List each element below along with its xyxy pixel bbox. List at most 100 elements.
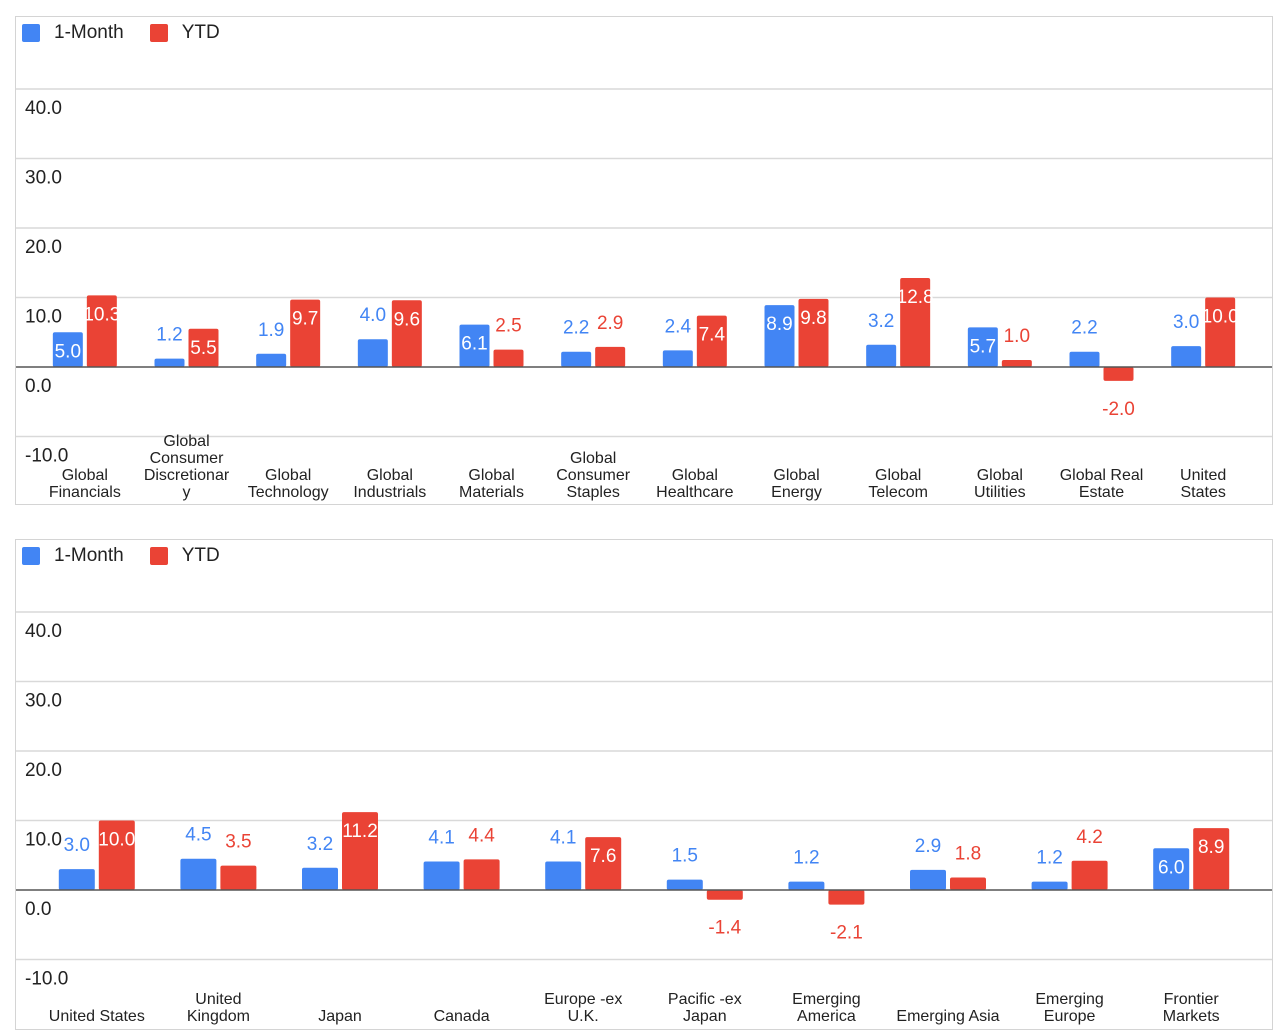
- category-label: United States: [49, 1008, 145, 1025]
- data-label-1-month: 3.0: [64, 835, 90, 856]
- bar-ytd: [950, 877, 986, 890]
- y-tick-label: 10.0: [25, 307, 62, 328]
- data-label-ytd: 12.8: [897, 287, 934, 308]
- data-label-ytd: -1.4: [708, 918, 741, 939]
- category-label: Industrials: [353, 484, 426, 501]
- legend-swatch-ytd: [149, 547, 168, 565]
- category-label: y: [183, 484, 191, 501]
- category-label: Global: [62, 467, 108, 484]
- legend-item-1-month[interactable]: 1-Month: [22, 22, 124, 44]
- legend-swatch-1-month: [22, 547, 40, 565]
- data-label-1-month: 2.9: [915, 836, 941, 857]
- legend-item-ytd[interactable]: YTD: [149, 22, 220, 44]
- bar-1-month: [1069, 351, 1100, 367]
- bar-ytd: [188, 328, 219, 367]
- bar-1-month: [357, 339, 388, 367]
- bars: [52, 278, 1236, 381]
- y-tick-label: 20.0: [25, 760, 62, 781]
- data-label-ytd: 1.0: [1004, 326, 1030, 347]
- data-labels: 3.0 10.0 4.5 3.5 3.2 11.2 4.1 4.4 4.1 7.6 1.5 -1.4 1…: [64, 821, 1225, 943]
- data-label-ytd: 10.0: [1202, 307, 1239, 328]
- data-label-1-month: 5.7: [970, 336, 996, 357]
- category-label: U.K.: [568, 1008, 599, 1025]
- bar-ytd: [98, 820, 135, 890]
- y-tick-label: -10.0: [25, 446, 68, 467]
- category-label: Global: [367, 467, 413, 484]
- bar-1-month: [967, 327, 998, 367]
- y-tick-label: 0.0: [25, 899, 51, 920]
- bar-ytd: [220, 865, 257, 890]
- category-label: Global: [977, 467, 1023, 484]
- data-label-ytd: 1.8: [955, 843, 981, 864]
- data-label-ytd: 10.3: [83, 304, 120, 325]
- bar-ytd: [493, 349, 524, 367]
- y-tick-label: 30.0: [25, 691, 62, 712]
- bar-ytd: [798, 298, 829, 367]
- bar-ytd: [1193, 828, 1230, 890]
- category-label: Healthcare: [656, 484, 733, 501]
- data-label-ytd: 2.9: [597, 313, 623, 334]
- data-label-1-month: 1.2: [793, 848, 819, 869]
- category-label: United: [1180, 467, 1226, 484]
- category-label: United: [195, 991, 241, 1008]
- legend: 1-Month YTD: [22, 544, 238, 568]
- data-label-1-month: 3.2: [868, 311, 894, 332]
- category-label: Japan: [683, 1008, 727, 1025]
- category-label: Global: [468, 467, 514, 484]
- legend-item-1-month[interactable]: 1-Month: [22, 545, 124, 567]
- category-label: Estate: [1079, 484, 1124, 501]
- category-label: America: [797, 1008, 856, 1025]
- category-label: Pacific -ex: [668, 991, 742, 1008]
- category-labels: GlobalFinancialsGlobalConsumerDiscretion…: [49, 433, 1226, 501]
- bar-ytd: [391, 300, 422, 367]
- bar-1-month: [545, 861, 582, 890]
- bar-ytd: [585, 837, 622, 890]
- category-label: Consumer: [150, 450, 224, 467]
- bar-1-month: [866, 344, 897, 367]
- category-label: Materials: [459, 484, 524, 501]
- category-label: Global: [773, 467, 819, 484]
- category-label: Consumer: [556, 467, 630, 484]
- bar-1-month: [423, 861, 460, 890]
- bar-1-month: [1153, 848, 1190, 890]
- category-label: Global: [672, 467, 718, 484]
- bar-1-month: [154, 358, 185, 367]
- category-label: Global: [570, 450, 616, 467]
- data-label-ytd: 5.5: [190, 338, 216, 359]
- bar-ytd: [696, 315, 727, 367]
- data-label-1-month: 5.0: [55, 341, 81, 362]
- bar-ytd: [86, 295, 117, 367]
- bar-ytd: [1071, 860, 1108, 890]
- bar-1-month: [58, 869, 95, 890]
- data-label-ytd: 7.6: [590, 846, 616, 867]
- data-label-ytd: 7.4: [699, 325, 726, 346]
- bar-1-month: [52, 332, 83, 367]
- y-tick-label: 40.0: [25, 98, 62, 119]
- data-label-ytd: 4.4: [468, 825, 495, 846]
- y-tick-label: -10.0: [25, 969, 68, 990]
- bar-ytd: [828, 890, 865, 905]
- bar-1-month: [302, 867, 338, 890]
- y-tick-label: 20.0: [25, 237, 62, 258]
- data-label-1-month: 6.1: [461, 334, 487, 355]
- chart-plot: -10.0 0.0 10.0 20.0 30.0 40.0 5.010.3 1.2 5.5 1.9…: [16, 88, 1272, 501]
- y-tick-label: 40.0: [25, 621, 62, 642]
- legend-item-ytd[interactable]: YTD: [149, 545, 220, 567]
- data-label-1-month: 2.4: [665, 316, 692, 337]
- gridlines: [16, 88, 1272, 438]
- y-tick-label: 10.0: [25, 830, 62, 851]
- data-label-1-month: 1.5: [672, 846, 698, 867]
- bar-1-month: [459, 324, 490, 367]
- category-label: Japan: [318, 1008, 362, 1025]
- bar-ytd: [900, 278, 931, 367]
- legend-label-ytd: YTD: [181, 22, 220, 43]
- legend-label-ytd: YTD: [181, 545, 220, 566]
- data-label-1-month: 1.2: [156, 325, 182, 346]
- bar-1-month: [662, 350, 693, 367]
- data-label-ytd: 9.6: [394, 309, 420, 330]
- data-label-ytd: 11.2: [342, 821, 378, 842]
- bar-1-month: [764, 305, 795, 367]
- bar-1-month: [1171, 346, 1202, 367]
- data-label-ytd: 3.5: [225, 832, 251, 853]
